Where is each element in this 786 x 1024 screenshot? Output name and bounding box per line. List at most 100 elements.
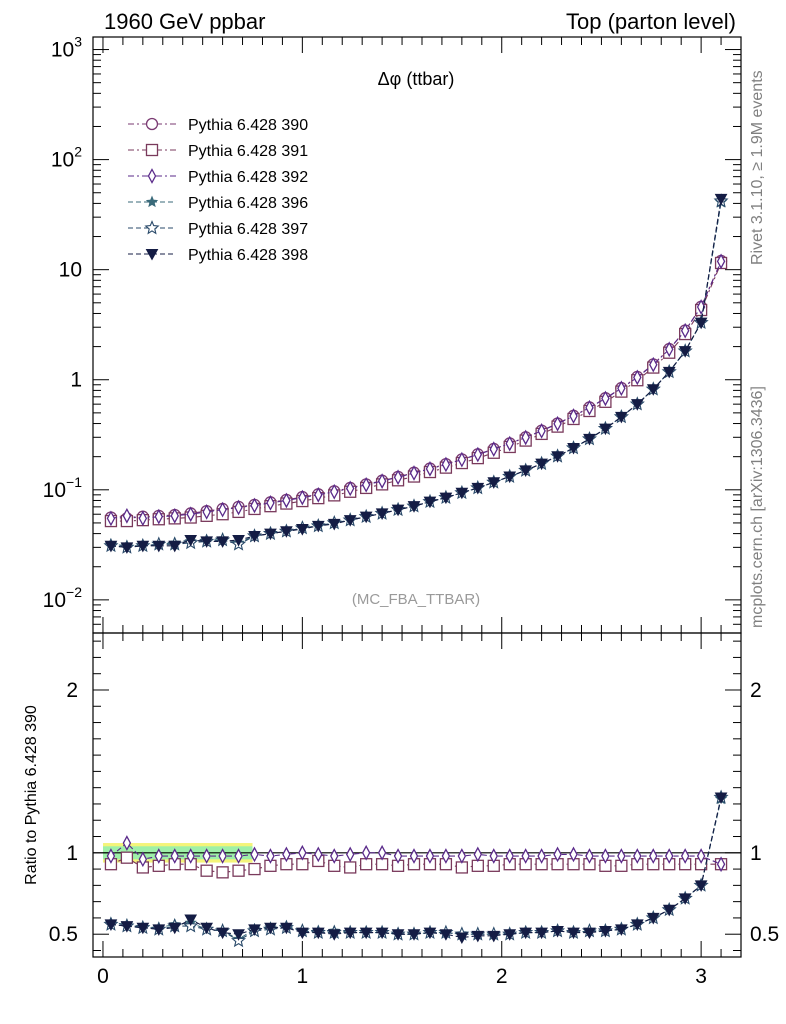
data-point — [662, 366, 676, 379]
data-point — [216, 536, 229, 548]
main-series-5 — [104, 193, 728, 554]
y-tick-label: 1 — [70, 369, 82, 392]
ratio-point — [234, 848, 243, 864]
ratio-point — [680, 848, 690, 864]
ratio-point — [136, 922, 150, 935]
data-point — [361, 476, 371, 493]
data-point — [569, 408, 578, 424]
ratio-point — [585, 848, 594, 864]
data-point — [311, 520, 325, 533]
ratio-series-group — [103, 789, 729, 948]
data-point — [473, 446, 483, 463]
ratio-point — [553, 846, 562, 863]
legend-label: Pythia 6.428 392 — [188, 169, 308, 186]
ratio-point — [678, 893, 692, 905]
ratio-series-1 — [106, 835, 726, 873]
ratio-point — [218, 848, 227, 864]
ratio-point — [505, 848, 514, 864]
ratio-point — [280, 922, 293, 935]
ratio-point — [649, 848, 658, 864]
data-point — [471, 482, 485, 495]
ratio-point — [232, 929, 245, 941]
ratio-point — [617, 848, 626, 864]
ratio-point — [154, 848, 164, 864]
data-point — [551, 451, 564, 463]
data-point — [649, 356, 658, 373]
data-point — [202, 504, 211, 520]
ratio-y-tick-label-right: 1 — [750, 842, 762, 865]
data-point — [630, 399, 644, 411]
legend-marker — [145, 195, 159, 208]
data-point — [585, 399, 594, 416]
data-point — [200, 536, 213, 548]
header-energy: 1960 GeV ppbar — [104, 9, 265, 34]
ratio-point — [503, 929, 517, 941]
data-point — [186, 506, 195, 523]
data-point — [519, 465, 533, 477]
data-point — [664, 341, 674, 358]
data-point — [184, 534, 198, 547]
ratio-point — [393, 848, 403, 864]
ratio-point — [521, 848, 530, 864]
ratio-y-tick-label-right: 0.5 — [750, 923, 779, 946]
ratio-point — [567, 927, 580, 940]
ratio-point — [311, 927, 325, 940]
legend-marker — [145, 117, 159, 131]
ratio-point — [377, 844, 387, 861]
x-tick-label: 2 — [496, 965, 508, 988]
ratio-point — [120, 921, 134, 933]
data-point — [232, 534, 245, 547]
ratio-point — [694, 880, 708, 892]
data-point — [521, 429, 530, 446]
legend-entry: Pythia 6.428 396 — [128, 195, 308, 212]
x-tick-label: 0 — [97, 965, 109, 988]
ratio-y-tick-label: 0.5 — [49, 923, 78, 946]
mcplots-label: mcplots.cern.ch [arXiv:1306.3436] — [749, 386, 766, 628]
data-point — [343, 515, 357, 527]
y-tick-label: 10 — [59, 259, 82, 282]
ratio-point — [615, 924, 628, 936]
ratio-point — [455, 932, 469, 944]
legend-label: Pythia 6.428 391 — [188, 143, 308, 160]
ratio-ylabel: Ratio to Pythia 6.428 390 — [23, 705, 40, 885]
data-point — [377, 473, 387, 489]
analysis-tag: (MC_FBA_TTBAR) — [352, 591, 480, 608]
legend-entry: Pythia 6.428 397 — [128, 220, 308, 238]
ratio-point — [601, 848, 610, 864]
data-point — [407, 501, 421, 513]
ratio-point — [407, 929, 421, 941]
ratio-line — [110, 797, 722, 939]
data-point — [678, 346, 692, 358]
ratio-point — [298, 844, 307, 861]
ratio-point — [646, 912, 660, 925]
y-tick-label: 10−2 — [43, 584, 83, 612]
ratio-point — [423, 927, 437, 940]
data-point — [694, 317, 708, 330]
ratio-point — [266, 848, 275, 864]
ratio-point — [361, 844, 371, 861]
data-point — [168, 540, 182, 553]
ratio-point — [551, 925, 564, 938]
ratio-point — [664, 848, 674, 864]
legend-marker — [147, 168, 157, 184]
ratio-y-tick-label: 1 — [66, 842, 78, 865]
x-tick-label: 1 — [297, 965, 309, 988]
data-point — [330, 483, 339, 500]
data-point — [487, 477, 501, 489]
ratio-point — [662, 904, 676, 917]
ratio-point — [248, 924, 261, 936]
data-point — [716, 253, 726, 270]
ratio-point — [314, 846, 323, 863]
ratio-point — [630, 919, 644, 931]
ratio-y-tick-label-right: 2 — [750, 679, 762, 702]
rivet-version-label: Rivet 3.1.10, ≥ 1.9M events — [749, 70, 766, 265]
ratio-point — [473, 846, 483, 863]
ratio-point — [716, 856, 726, 873]
data-point — [122, 507, 132, 524]
data-point — [264, 528, 277, 541]
ratio-point — [200, 922, 213, 935]
ratio-series-4 — [104, 792, 728, 944]
ratio-point — [168, 922, 182, 935]
data-point — [646, 384, 660, 396]
